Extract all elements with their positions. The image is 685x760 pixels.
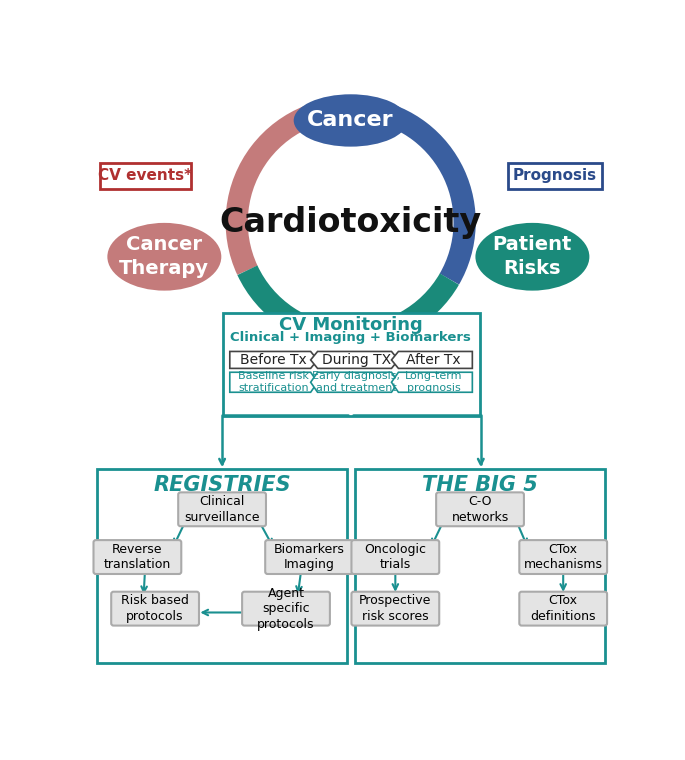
Text: After Tx: After Tx [406,353,461,367]
Text: CTox
definitions: CTox definitions [530,594,596,623]
FancyBboxPatch shape [351,540,439,574]
Text: Prognosis: Prognosis [512,169,597,183]
Text: CV events*: CV events* [99,169,192,183]
Ellipse shape [294,94,408,147]
FancyBboxPatch shape [223,313,480,416]
Text: Clinical + Imaging + Biomarkers: Clinical + Imaging + Biomarkers [230,331,471,344]
Text: CTox
mechanisms: CTox mechanisms [524,543,603,572]
FancyBboxPatch shape [436,492,524,526]
Text: Baseline risk
stratification: Baseline risk stratification [238,372,309,393]
FancyBboxPatch shape [508,163,601,189]
Text: Agent
specific
protocols: Agent specific protocols [258,587,314,631]
Text: Long-term
prognosis: Long-term prognosis [405,372,462,393]
Text: C-O
networks: C-O networks [451,495,509,524]
Polygon shape [310,372,399,392]
FancyBboxPatch shape [265,540,353,574]
Text: Risk based
protocols: Risk based protocols [121,594,189,623]
Text: THE BIG 5: THE BIG 5 [422,476,538,496]
FancyBboxPatch shape [99,163,191,189]
FancyBboxPatch shape [97,468,347,663]
Text: CV Monitoring: CV Monitoring [279,316,423,334]
Text: Cancer
Therapy: Cancer Therapy [119,236,210,278]
FancyBboxPatch shape [351,592,439,625]
Polygon shape [229,351,318,369]
Text: Before Tx: Before Tx [240,353,307,367]
Polygon shape [392,351,473,369]
Ellipse shape [108,223,221,290]
Text: During TX: During TX [322,353,391,367]
FancyBboxPatch shape [242,592,330,625]
Polygon shape [310,351,399,369]
Text: Prospective
risk scores: Prospective risk scores [359,594,432,623]
Text: Reverse
translation: Reverse translation [103,543,171,572]
FancyBboxPatch shape [519,540,607,574]
Text: Biomarkers
Imaging: Biomarkers Imaging [274,543,345,572]
Ellipse shape [475,223,589,290]
Text: REGISTRIES: REGISTRIES [153,476,291,496]
Text: Cancer: Cancer [308,110,394,131]
Polygon shape [229,372,318,392]
Text: Oncologic
trials: Oncologic trials [364,543,426,572]
Text: Cardiotoxicity: Cardiotoxicity [220,206,482,239]
FancyBboxPatch shape [93,540,182,574]
FancyBboxPatch shape [356,468,605,663]
Polygon shape [392,372,473,392]
FancyBboxPatch shape [519,592,607,625]
FancyBboxPatch shape [111,592,199,625]
FancyBboxPatch shape [178,492,266,526]
Text: Clinical
surveillance: Clinical surveillance [184,495,260,524]
Text: Early diagnosis,
and treatment: Early diagnosis, and treatment [312,372,400,393]
Text: Patient
Risks: Patient Risks [493,236,572,278]
